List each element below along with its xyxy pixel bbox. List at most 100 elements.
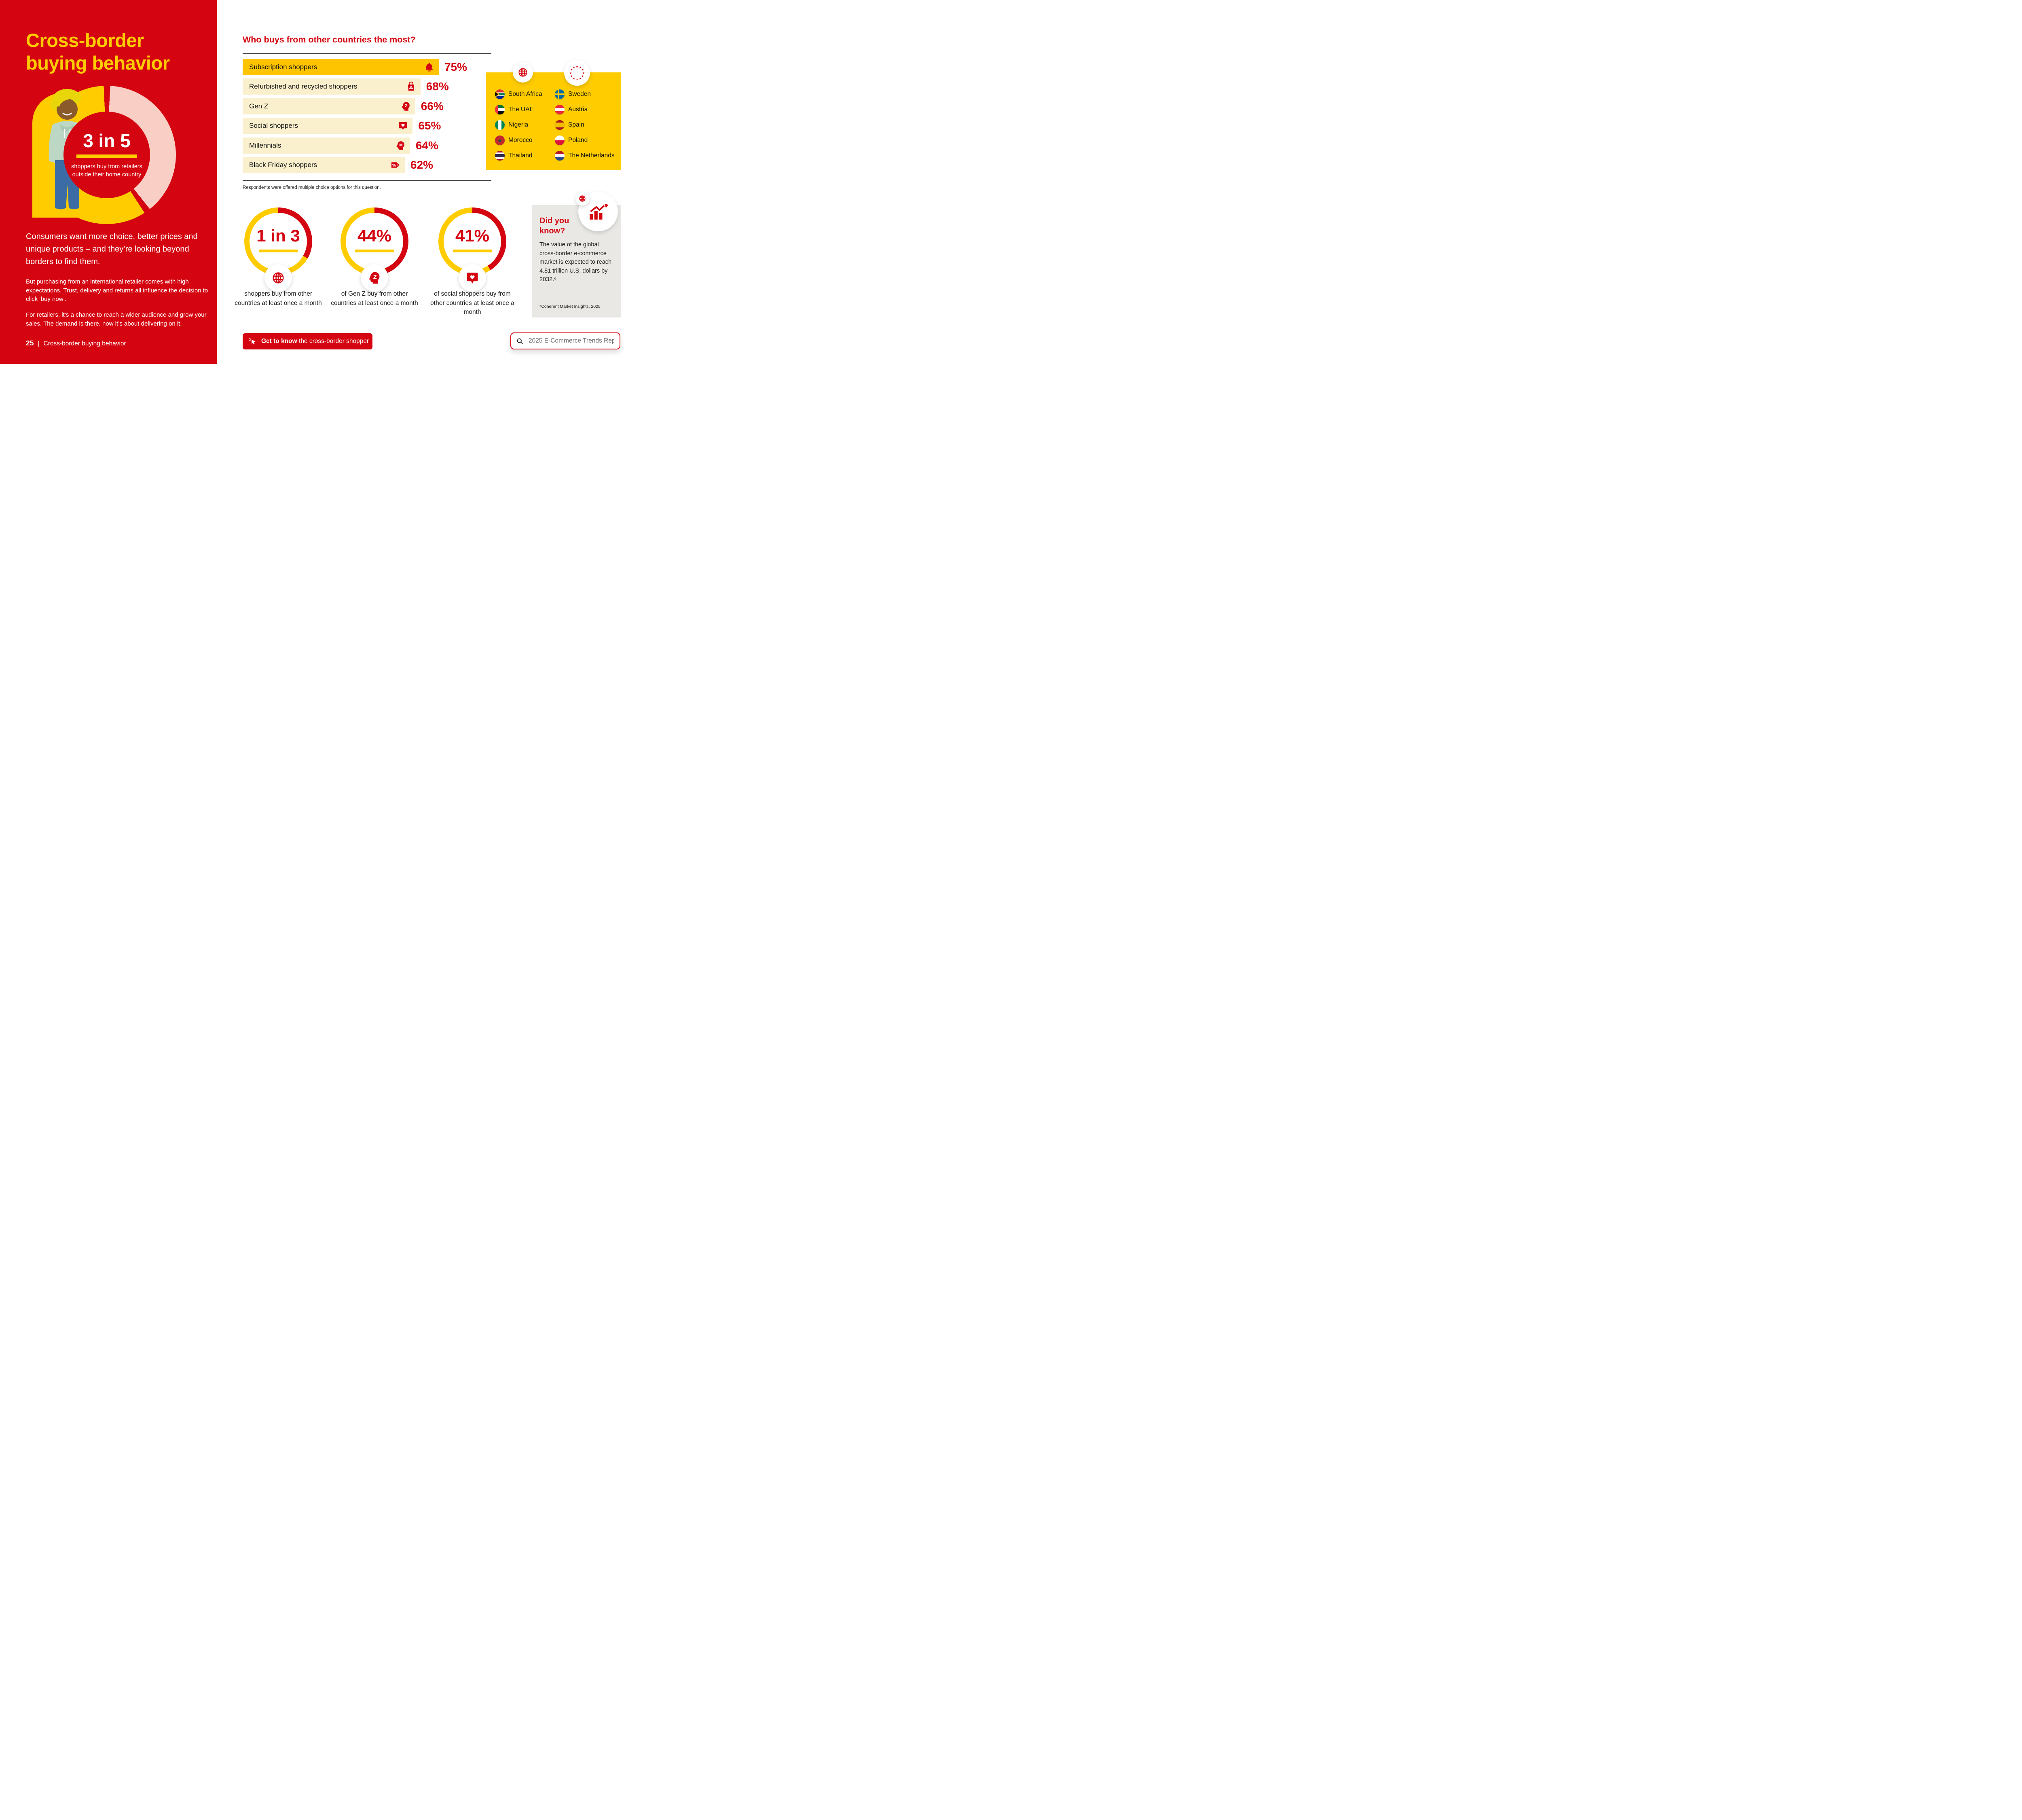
svg-text:★: ★ xyxy=(570,68,573,72)
ring-caption: of social shoppers buy from other countr… xyxy=(430,290,514,315)
search-input[interactable] xyxy=(528,337,615,345)
flag-sweden-icon xyxy=(555,89,565,99)
ring-hole xyxy=(250,213,307,270)
ring-underline xyxy=(259,250,298,252)
svg-text:★: ★ xyxy=(579,77,582,80)
social-heart-icon xyxy=(467,273,478,284)
svg-text:★: ★ xyxy=(573,77,575,80)
bar-fill: Black Friday shoppers % xyxy=(243,157,405,173)
svg-text:Z: Z xyxy=(373,274,377,280)
svg-text:★: ★ xyxy=(573,66,575,69)
svg-text:M: M xyxy=(399,143,402,147)
country-label: The Netherlands xyxy=(568,152,615,159)
bar-chart: Subscription shoppers 75% Refurbished an… xyxy=(243,59,467,176)
mini-globe-badge xyxy=(575,192,589,205)
flag-spain-icon xyxy=(555,120,565,130)
body-paragraph-1: But purchasing from an international ret… xyxy=(26,278,208,303)
svg-text:★: ★ xyxy=(581,68,584,72)
ring-stat-value: 41% xyxy=(455,226,490,245)
bar-value-label: 68% xyxy=(426,80,449,93)
svg-text:★: ★ xyxy=(576,65,578,68)
bar-fill: Social shoppers xyxy=(243,118,413,134)
bar-fill: Millennials M xyxy=(243,137,410,154)
page-title-line1: Cross-border xyxy=(26,30,144,51)
page-footer: 25 | Cross-border buying behavior xyxy=(26,339,126,347)
page-number: 25 xyxy=(26,339,34,347)
bar-value-label: 65% xyxy=(418,119,441,132)
country-item: The UAE xyxy=(495,102,542,117)
country-item: Morocco xyxy=(495,133,542,148)
bar-value-label: 64% xyxy=(415,139,438,152)
svg-text:★: ★ xyxy=(569,71,572,75)
svg-text:★: ★ xyxy=(576,78,578,81)
bar-value-label: 66% xyxy=(421,99,444,112)
flag-poland-icon xyxy=(555,135,565,145)
ring-badge xyxy=(264,264,292,292)
bar-value-label: 62% xyxy=(410,158,433,171)
left-panel: Cross-border buying behavior 3 in 5 shop… xyxy=(0,0,217,364)
bar-fill: Gen Z Z xyxy=(243,98,415,114)
cta-label: Get to know the cross-border shopper xyxy=(261,338,369,345)
top-countries-panel xyxy=(486,72,621,170)
country-label: The UAE xyxy=(508,106,534,113)
bell-icon xyxy=(424,62,435,73)
svg-text:Z: Z xyxy=(405,104,408,108)
eu-stars-icon: ★ ★★ ★★★ ★★★ ★★★ xyxy=(569,65,585,81)
country-item: Sweden xyxy=(555,87,615,102)
bar-category-label: Social shoppers xyxy=(249,122,298,130)
country-label: Thailand xyxy=(508,152,533,159)
social-heart-icon xyxy=(398,121,408,131)
ring-stat-group: 44% Z xyxy=(341,207,408,303)
country-label: Austria xyxy=(568,106,588,113)
countries-eu-list: Sweden Austria Spain Poland The Netherla… xyxy=(555,87,615,163)
bar-category-label: Refurbished and recycled shoppers xyxy=(249,83,357,91)
bar-category-label: Millennials xyxy=(249,141,281,149)
ring-hole xyxy=(444,213,501,270)
bar-value-label: 75% xyxy=(444,61,467,73)
ring-underline xyxy=(453,250,492,252)
countries-global-list: South Africa The UAE Nigeria Morocco Tha… xyxy=(495,87,542,163)
country-item: Poland xyxy=(555,133,615,148)
bar-category-label: Subscription shoppers xyxy=(249,63,317,71)
ring-underline xyxy=(355,250,394,252)
cta-label-rest: the cross-border shopper xyxy=(297,338,369,345)
bar-category-label: Black Friday shoppers xyxy=(249,161,317,169)
growth-chart-icon xyxy=(590,203,609,220)
cta-button[interactable]: Get to know the cross-border shopper xyxy=(243,333,372,349)
country-label: South Africa xyxy=(508,91,542,97)
did-you-know-source: ⁶Coherent Market Insights, 2025 xyxy=(539,304,601,309)
bar-row: Black Friday shoppers % 62% xyxy=(243,157,439,173)
country-label: Sweden xyxy=(568,91,591,97)
globe-badge xyxy=(513,62,533,83)
gen-z-head-icon: Z xyxy=(369,272,380,284)
bar-fill: Refurbished and recycled shoppers xyxy=(243,78,421,95)
cta-label-bold: Get to know xyxy=(261,338,297,345)
donut-caption: shoppers buy from retailers outside thei… xyxy=(71,163,142,178)
country-item: Thailand xyxy=(495,148,542,163)
svg-text:★: ★ xyxy=(581,74,584,78)
donut-underline xyxy=(76,154,137,158)
search-box[interactable] xyxy=(510,332,620,349)
eu-badge: ★ ★ ★ ★ ★ ★ ★ ★ ★ ★ ★ ★ xyxy=(564,60,590,86)
country-label: Spain xyxy=(568,121,584,128)
svg-text:%: % xyxy=(392,163,396,168)
divider-top xyxy=(243,53,491,54)
donut-center: 3 in 5 shoppers buy from retailers outsi… xyxy=(63,112,150,198)
bar-row: Millennials M 64% xyxy=(243,137,439,154)
globe-icon xyxy=(273,272,284,284)
did-you-know-heading: Did you know? xyxy=(539,216,569,235)
gen-z-head-icon: Z xyxy=(400,101,411,112)
did-you-know-body: The value of the global cross-border e-c… xyxy=(539,241,612,283)
footer-divider: | xyxy=(38,340,40,347)
ring-badge xyxy=(459,264,486,292)
country-label: Poland xyxy=(568,137,588,144)
country-item: Austria xyxy=(555,102,615,117)
country-item: The Netherlands xyxy=(555,148,615,163)
search-icon xyxy=(517,338,523,344)
page-title-line2: buying behavior xyxy=(26,52,170,74)
bar-fill: Subscription shoppers xyxy=(243,59,439,75)
ring-hole xyxy=(346,213,403,270)
bar-category-label: Gen Z xyxy=(249,102,269,110)
section-heading: Who buys from other countries the most? xyxy=(243,35,416,44)
svg-text:★: ★ xyxy=(582,71,585,75)
